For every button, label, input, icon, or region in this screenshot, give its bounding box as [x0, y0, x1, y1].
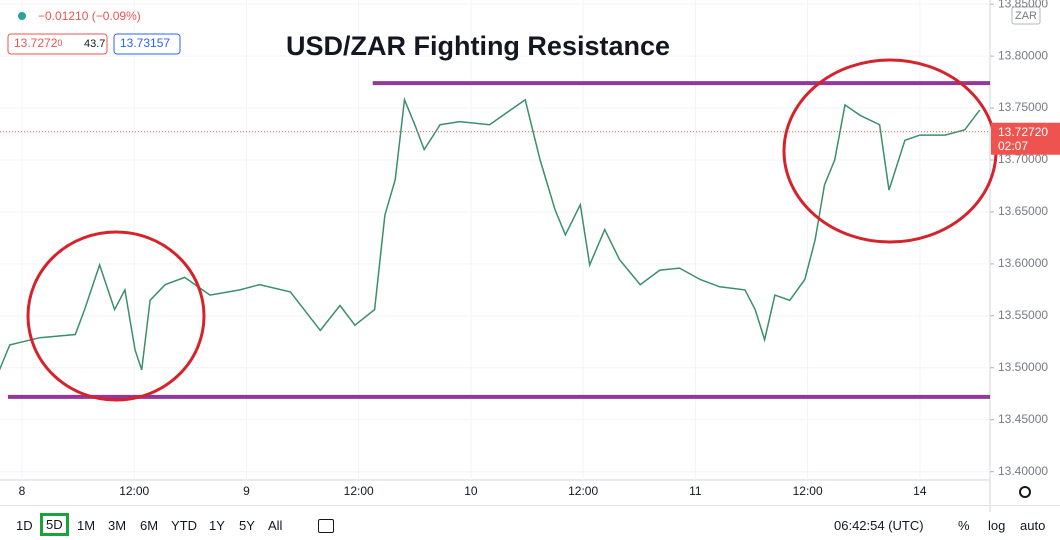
range-button[interactable]: 1Y	[209, 518, 225, 533]
range-button[interactable]: 1D	[16, 518, 33, 533]
chart-title: USD/ZAR Fighting Resistance	[286, 31, 670, 61]
y-tick-label: 13.40000	[998, 464, 1048, 478]
countdown: 02:07	[998, 139, 1028, 153]
range-button[interactable]: 6M	[140, 518, 159, 533]
last-price-label: 13.72720	[998, 125, 1048, 139]
last-price-box	[991, 122, 1060, 155]
compare-icon[interactable]	[318, 519, 334, 533]
scale-option[interactable]: auto	[1020, 518, 1046, 533]
bid-small: 0	[57, 38, 62, 48]
range-button[interactable]: 5Y	[239, 518, 255, 533]
x-tick-label: 10	[464, 484, 478, 498]
currency: ZAR	[1015, 10, 1037, 22]
x-tick-label: 9	[243, 484, 250, 498]
x-tick-label: 12:00	[344, 484, 374, 498]
y-tick-label: 13.85000	[998, 0, 1048, 10]
ask-box[interactable]	[113, 33, 181, 55]
y-tick-label: 13.70000	[998, 152, 1048, 166]
spread: 43.7	[84, 38, 105, 50]
x-tick-label: 12:00	[568, 484, 598, 498]
y-tick-label: 13.80000	[998, 48, 1048, 62]
scale-option[interactable]: %	[958, 518, 970, 533]
range-button[interactable]: 1M	[77, 518, 96, 533]
grid	[0, 0, 990, 480]
y-tick-label: 13.55000	[998, 308, 1048, 322]
x-tick-label: 12:00	[119, 484, 149, 498]
bid-main: 13.7272	[14, 36, 58, 50]
y-tick-label: 13.45000	[998, 412, 1048, 426]
plot	[0, 81, 990, 399]
clock: 06:42:54 (UTC)	[834, 518, 924, 533]
x-tick-label: 8	[19, 484, 26, 498]
x-tick-label: 11	[689, 484, 702, 498]
y-tick-label: 13.65000	[998, 204, 1048, 218]
x-tick-label: 12:00	[793, 484, 823, 498]
scale-option[interactable]: log	[988, 518, 1006, 533]
bid[interactable]: 13.72720	[14, 36, 62, 50]
y-tick-label: 13.60000	[998, 256, 1048, 270]
y-tick-label: 13.75000	[998, 100, 1048, 114]
settings-icon[interactable]	[1019, 486, 1031, 498]
status-dot	[18, 12, 26, 20]
range-button[interactable]: 3M	[108, 518, 127, 533]
separator	[0, 505, 1060, 506]
range-button[interactable]: 5D	[40, 513, 69, 536]
y-tick-label: 13.50000	[998, 360, 1048, 374]
x-tick-label: 14	[913, 484, 927, 498]
ask[interactable]: 13.73157	[120, 36, 170, 50]
range-button[interactable]: YTD	[171, 518, 197, 533]
highlight-circle	[782, 58, 998, 244]
toolbar: 1D 5D 1M 3M 6M YTD 1Y 5Y All 06:42:54 (UTC)% log au…	[0, 512, 1060, 540]
currency-box	[1011, 6, 1041, 25]
highlight-circle	[26, 230, 206, 402]
range-button[interactable]: All	[268, 518, 283, 533]
change: −0.01210 (−0.09%)	[38, 9, 141, 23]
chart: USD/ZAR Fighting Resistance −0.01210 (−0…	[0, 0, 1060, 512]
bid-box[interactable]	[7, 33, 108, 55]
price-line	[0, 96, 981, 371]
